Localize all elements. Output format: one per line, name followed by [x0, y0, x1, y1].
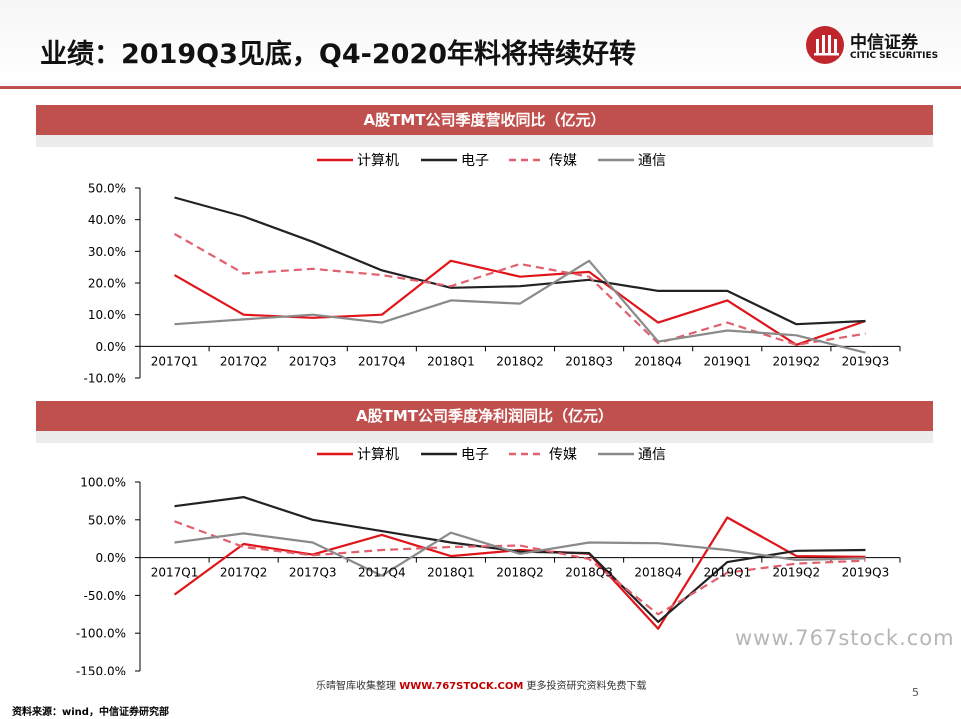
x-tick-label-10: 2019Q3: [842, 566, 890, 580]
x-tick-label-7: 2018Q4: [634, 354, 682, 368]
x-tick-label-1: 2017Q2: [220, 354, 268, 368]
x-tick-label-10: 2019Q3: [842, 354, 890, 368]
legend-label-1: 电子: [461, 447, 489, 463]
y-tick-label-5: 100.0%: [80, 476, 126, 490]
citic-logo-icon: [806, 26, 844, 64]
footer-note-suffix: 更多投资研究资料免费下载: [523, 681, 647, 692]
logo-text-cn: 中信证券: [850, 33, 918, 53]
x-tick-label-5: 2018Q2: [496, 354, 544, 368]
series-line-2: [173, 232, 866, 346]
logo-text-en: CITIC SECURITIES: [850, 51, 939, 61]
x-tick-label-9: 2019Q2: [773, 566, 821, 580]
legend-label-1: 电子: [461, 153, 489, 169]
legend-label-2: 传媒: [549, 447, 577, 463]
series-line-1: [174, 196, 866, 326]
brand-logo: 中信证券 CITIC SECURITIES: [806, 26, 956, 68]
series-line-3: [174, 531, 866, 577]
x-tick-label-1: 2017Q2: [220, 566, 268, 580]
x-tick-label-4: 2018Q1: [427, 354, 475, 368]
y-tick-label-2: -50.0%: [84, 589, 126, 603]
y-tick-label-0: -10.0%: [84, 372, 126, 386]
chart2-title: A股TMT公司季度净利润同比（亿元）: [36, 401, 933, 431]
series-line-1: [174, 495, 866, 623]
x-tick-label-6: 2018Q3: [565, 354, 613, 368]
watermark: www.767stock.com: [735, 626, 955, 650]
chart1-title-shadow: [36, 135, 933, 147]
series-line-3: [174, 259, 866, 354]
series-line-2: [174, 520, 866, 616]
legend-label-2: 传媒: [549, 153, 577, 169]
y-tick-label-6: 50.0%: [88, 182, 126, 196]
x-tick-label-6: 2018Q3: [565, 566, 613, 580]
x-tick-label-3: 2017Q4: [358, 354, 406, 368]
x-tick-label-8: 2019Q1: [703, 354, 751, 368]
y-tick-label-1: -100.0%: [76, 627, 126, 641]
revenue-growth-chart: 计算机 电子 传媒 通信 -10.0% 0.0% 10.0% 20.0% 30.0% 40.0% 5…: [84, 153, 901, 386]
y-tick-label-3: 20.0%: [88, 277, 126, 291]
footer-note-prefix: 乐晴智库收集整理: [316, 681, 400, 692]
x-tick-label-8: 2019Q1: [703, 566, 751, 580]
header-divider: [0, 86, 961, 89]
x-tick-label-2: 2017Q3: [289, 354, 337, 368]
net-profit-growth-chart: 计算机 电子 传媒 通信 -150.0% -100.0% -50.0% 0.0% 50.0% 10…: [76, 447, 901, 676]
y-tick-label-0: -150.0%: [76, 665, 126, 676]
footer-brand-link[interactable]: WWW.767STOCK.COM: [399, 681, 524, 692]
y-tick-label-5: 40.0%: [88, 213, 126, 227]
x-tick-label-0: 2017Q1: [151, 354, 199, 368]
x-tick-label-3: 2017Q4: [358, 566, 406, 580]
y-tick-label-4: 30.0%: [88, 245, 126, 259]
y-tick-label-4: 50.0%: [88, 513, 126, 527]
x-tick-label-5: 2018Q2: [496, 566, 544, 580]
footer-note: 乐晴智库收集整理 WWW.767STOCK.COM 更多投资研究资料免费下载: [316, 677, 647, 692]
header-band: [0, 0, 961, 88]
y-tick-label-2: 10.0%: [88, 308, 126, 322]
source-note: 资料来源：wind，中信证券研究部: [12, 707, 169, 718]
legend-label-0: 计算机: [357, 447, 399, 463]
x-tick-label-2: 2017Q3: [289, 566, 337, 580]
legend-label-0: 计算机: [357, 153, 399, 169]
legend-label-3: 通信: [638, 447, 666, 463]
x-tick-label-9: 2019Q2: [773, 354, 821, 368]
x-tick-label-4: 2018Q1: [427, 566, 475, 580]
x-tick-label-7: 2018Q4: [634, 566, 682, 580]
legend-label-3: 通信: [638, 153, 666, 169]
x-tick-label-0: 2017Q1: [151, 566, 199, 580]
y-tick-label-1: 0.0%: [96, 340, 127, 354]
chart1-title: A股TMT公司季度营收同比（亿元）: [36, 105, 933, 135]
page-title: 业绩：2019Q3见底，Q4-2020年料将持续好转: [40, 39, 636, 70]
page-number: 5: [912, 686, 919, 699]
series-line-0: [173, 516, 866, 630]
y-tick-label-3: 0.0%: [96, 551, 127, 565]
chart2-title-shadow: [36, 431, 933, 443]
